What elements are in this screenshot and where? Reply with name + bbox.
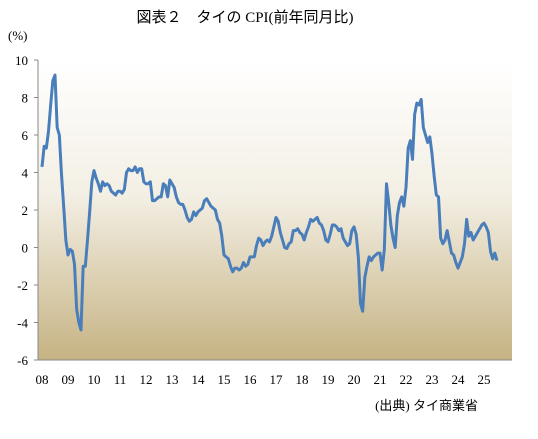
x-tick-label: 12 xyxy=(140,372,153,387)
plot-area xyxy=(38,60,512,360)
x-tick-label: 15 xyxy=(218,372,231,387)
x-tick-label: 09 xyxy=(62,372,75,387)
x-tick-label: 19 xyxy=(322,372,335,387)
y-axis-label: (%) xyxy=(8,28,28,43)
y-tick-label: -6 xyxy=(17,353,28,368)
x-tick-label: 23 xyxy=(426,372,439,387)
y-tick-label: -2 xyxy=(17,278,28,293)
x-tick-label: 10 xyxy=(88,372,101,387)
chart-title: 図表２ タイの CPI(前年同月比) xyxy=(136,9,353,26)
y-tick-label: 8 xyxy=(22,91,29,106)
x-tick-label: 20 xyxy=(348,372,361,387)
x-tick-label: 17 xyxy=(270,372,284,387)
x-tick-label: 16 xyxy=(244,372,258,387)
x-tick-label: 18 xyxy=(296,372,309,387)
y-tick-label: 6 xyxy=(22,128,29,143)
y-tick-label: 4 xyxy=(22,166,29,181)
x-tick-label: 25 xyxy=(478,372,491,387)
y-tick-label: -4 xyxy=(17,316,28,331)
x-tick-label: 21 xyxy=(374,372,387,387)
x-tick-label: 14 xyxy=(192,372,206,387)
y-tick-label: 10 xyxy=(15,53,28,68)
x-tick-label: 13 xyxy=(166,372,179,387)
y-tick-label: 0 xyxy=(22,241,29,256)
y-tick-label: 2 xyxy=(22,203,29,218)
cpi-line xyxy=(40,73,499,332)
x-tick-label: 22 xyxy=(400,372,413,387)
x-tick-label: 08 xyxy=(36,372,49,387)
source: (出典) タイ商業省 xyxy=(375,398,478,413)
x-tick-label: 11 xyxy=(114,372,127,387)
x-tick-label: 24 xyxy=(452,372,466,387)
